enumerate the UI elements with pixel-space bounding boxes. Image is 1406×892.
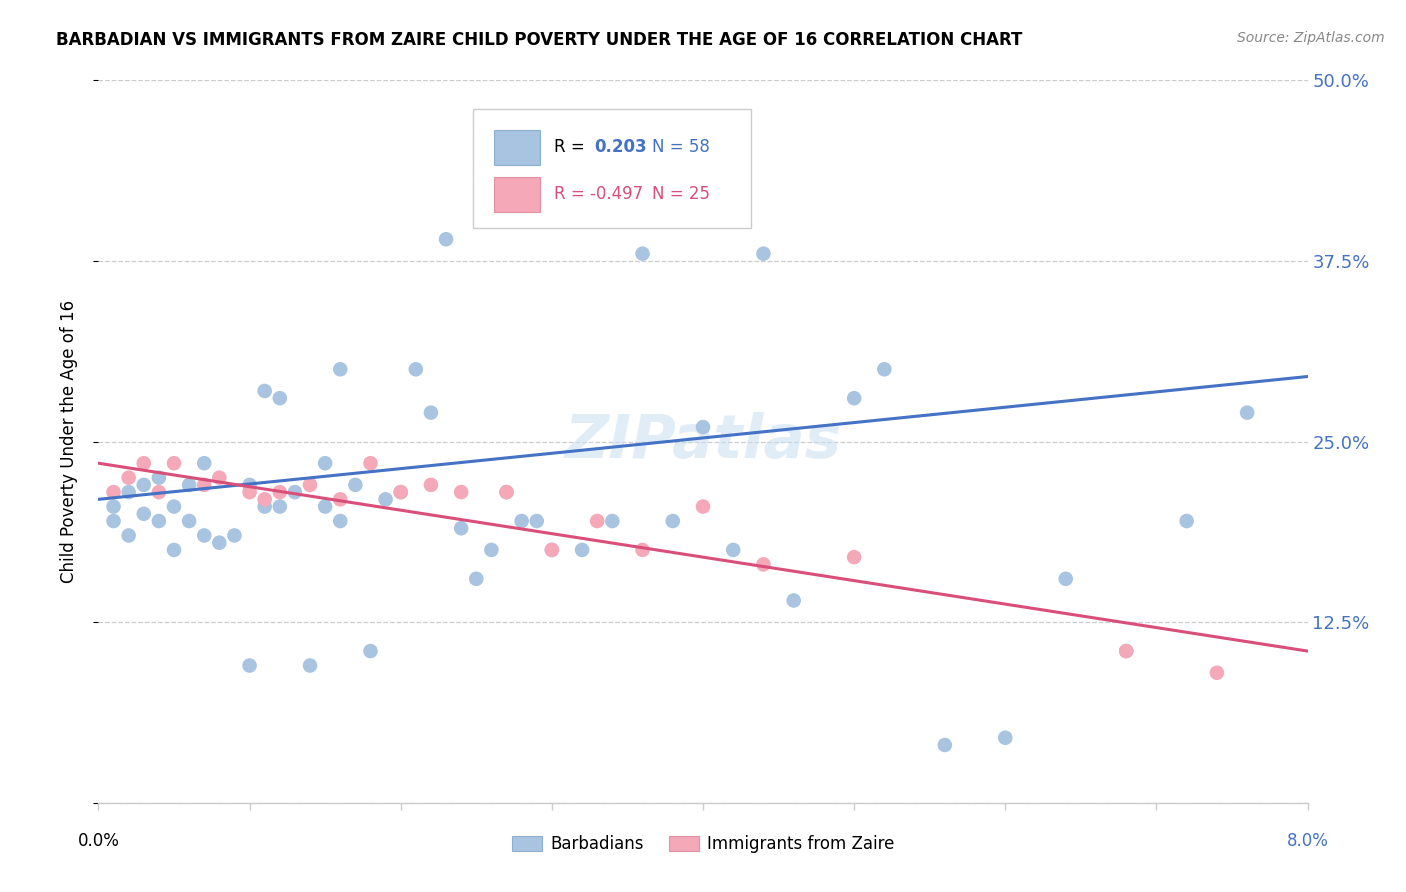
- Point: [103, 514, 125, 528]
- FancyBboxPatch shape: [494, 178, 540, 211]
- Point: [253, 500, 276, 514]
- FancyBboxPatch shape: [494, 130, 540, 165]
- Point: [571, 542, 593, 557]
- Point: [1236, 406, 1258, 420]
- Point: [163, 456, 186, 470]
- Text: R =: R =: [554, 138, 591, 156]
- Text: 8.0%: 8.0%: [1286, 831, 1329, 850]
- Point: [344, 478, 367, 492]
- Point: [374, 492, 396, 507]
- Point: [163, 542, 186, 557]
- Point: [284, 485, 307, 500]
- Point: [631, 542, 654, 557]
- Point: [269, 485, 291, 500]
- Text: N = 25: N = 25: [652, 186, 710, 203]
- Y-axis label: Child Poverty Under the Age of 16: Child Poverty Under the Age of 16: [59, 300, 77, 583]
- Point: [118, 470, 141, 484]
- Point: [179, 478, 201, 492]
- Point: [692, 500, 714, 514]
- Point: [389, 485, 412, 500]
- Point: [934, 738, 956, 752]
- Point: [873, 362, 896, 376]
- Text: R = -0.497: R = -0.497: [554, 186, 644, 203]
- Legend: Barbadians, Immigrants from Zaire: Barbadians, Immigrants from Zaire: [505, 828, 901, 860]
- Point: [450, 485, 472, 500]
- Point: [1175, 514, 1198, 528]
- Point: [844, 550, 866, 565]
- Point: [163, 500, 186, 514]
- Point: [314, 500, 336, 514]
- Text: N = 58: N = 58: [652, 138, 710, 156]
- Point: [148, 514, 170, 528]
- Point: [193, 478, 215, 492]
- Point: [179, 514, 201, 528]
- Point: [495, 485, 517, 500]
- Point: [118, 485, 141, 500]
- Point: [299, 658, 322, 673]
- Point: [1115, 644, 1137, 658]
- Point: [103, 485, 125, 500]
- Point: [540, 542, 562, 557]
- Point: [602, 514, 624, 528]
- Text: 0.0%: 0.0%: [77, 831, 120, 850]
- Point: [994, 731, 1017, 745]
- Point: [239, 485, 262, 500]
- Text: 0.203: 0.203: [595, 138, 647, 156]
- Point: [783, 593, 806, 607]
- Point: [193, 528, 215, 542]
- Point: [1206, 665, 1229, 680]
- Point: [253, 492, 276, 507]
- Point: [239, 658, 262, 673]
- Point: [586, 514, 609, 528]
- Point: [329, 492, 352, 507]
- Point: [329, 362, 352, 376]
- Point: [1115, 644, 1137, 658]
- Point: [465, 572, 488, 586]
- Point: [526, 514, 548, 528]
- Point: [208, 470, 231, 484]
- Point: [299, 478, 322, 492]
- Point: [631, 246, 654, 260]
- Point: [420, 478, 443, 492]
- Point: [510, 514, 533, 528]
- Point: [269, 391, 291, 405]
- Point: [329, 514, 352, 528]
- Text: Source: ZipAtlas.com: Source: ZipAtlas.com: [1237, 31, 1385, 45]
- Point: [540, 542, 562, 557]
- Text: ZIPatlas: ZIPatlas: [564, 412, 842, 471]
- Point: [132, 456, 155, 470]
- Point: [844, 391, 866, 405]
- Point: [405, 362, 427, 376]
- Point: [314, 456, 336, 470]
- Point: [434, 232, 457, 246]
- Point: [752, 246, 775, 260]
- Point: [118, 528, 141, 542]
- Point: [389, 485, 412, 500]
- Point: [239, 478, 262, 492]
- Point: [450, 521, 472, 535]
- Point: [103, 500, 125, 514]
- Point: [193, 456, 215, 470]
- Point: [481, 542, 503, 557]
- Point: [253, 384, 276, 398]
- FancyBboxPatch shape: [474, 109, 751, 228]
- Point: [1054, 572, 1077, 586]
- Point: [495, 485, 517, 500]
- Point: [360, 644, 382, 658]
- Point: [148, 485, 170, 500]
- Point: [269, 500, 291, 514]
- Point: [132, 478, 155, 492]
- Point: [692, 420, 714, 434]
- Point: [360, 456, 382, 470]
- Text: BARBADIAN VS IMMIGRANTS FROM ZAIRE CHILD POVERTY UNDER THE AGE OF 16 CORRELATION: BARBADIAN VS IMMIGRANTS FROM ZAIRE CHILD…: [56, 31, 1022, 49]
- Point: [224, 528, 246, 542]
- Point: [208, 535, 231, 549]
- Point: [661, 514, 683, 528]
- Point: [132, 507, 155, 521]
- Point: [148, 470, 170, 484]
- Point: [420, 406, 443, 420]
- Point: [723, 542, 745, 557]
- Point: [752, 558, 775, 572]
